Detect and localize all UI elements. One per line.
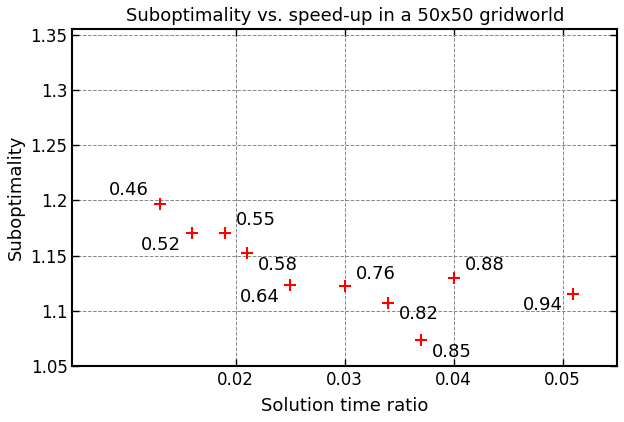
X-axis label: Solution time ratio: Solution time ratio <box>261 397 429 415</box>
Text: 0.40: 0.40 <box>0 421 1 422</box>
Text: 0.52: 0.52 <box>141 235 182 254</box>
Text: 0.55: 0.55 <box>236 211 276 229</box>
Text: 0.82: 0.82 <box>399 305 439 323</box>
Text: 0.64: 0.64 <box>240 287 280 306</box>
Text: 0.94: 0.94 <box>522 296 563 314</box>
Text: 0.88: 0.88 <box>464 256 504 274</box>
Text: 0.46: 0.46 <box>109 181 149 199</box>
Text: 0.58: 0.58 <box>258 255 298 273</box>
Title: Suboptimality vs. speed-up in a 50x50 gridworld: Suboptimality vs. speed-up in a 50x50 gr… <box>125 7 564 25</box>
Text: 0.76: 0.76 <box>356 265 396 283</box>
Text: 0.85: 0.85 <box>432 343 472 361</box>
Y-axis label: Suboptimality: Suboptimality <box>7 135 25 260</box>
